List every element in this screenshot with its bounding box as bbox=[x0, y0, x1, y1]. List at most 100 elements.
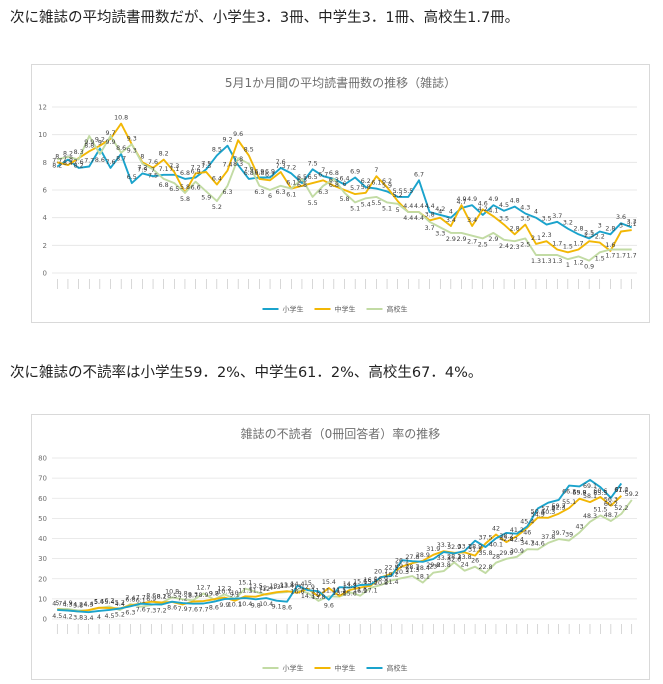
data-label: 10.1 bbox=[228, 602, 242, 609]
data-label: 32.9 bbox=[447, 544, 461, 551]
data-label: 9.8 bbox=[251, 602, 261, 609]
data-label: 1.7 bbox=[605, 252, 615, 259]
data-label: 1.3 bbox=[552, 258, 562, 265]
data-label: 12.4 bbox=[259, 585, 273, 592]
data-label: 4.7 bbox=[52, 601, 62, 608]
data-label: 9.1 bbox=[230, 592, 240, 599]
y-tick-label: 40 bbox=[38, 535, 47, 543]
data-label: 8.2 bbox=[63, 151, 73, 158]
data-label: 4.5 bbox=[52, 613, 62, 620]
data-label: 32.6 bbox=[447, 556, 461, 563]
data-label: 1.5 bbox=[595, 255, 605, 262]
data-label: 7.1 bbox=[159, 166, 169, 173]
data-label: 9.9 bbox=[105, 139, 115, 146]
data-label: 5.1 bbox=[382, 205, 392, 212]
data-label: 33.7 bbox=[437, 542, 451, 549]
data-label: 4.3 bbox=[520, 205, 530, 212]
data-label: 15.8 bbox=[332, 590, 346, 597]
data-label: 5.9 bbox=[201, 194, 211, 201]
y-tick-label: 8 bbox=[43, 159, 47, 167]
data-label: 5.2 bbox=[115, 612, 125, 619]
data-label: 20.8 bbox=[374, 580, 388, 587]
data-label: 1 bbox=[566, 262, 570, 269]
data-label: 8.3 bbox=[74, 149, 84, 156]
data-label: 8.2 bbox=[159, 151, 169, 158]
data-label: 1.2 bbox=[573, 259, 583, 266]
data-label: 6.3 bbox=[318, 189, 328, 196]
data-label: 3 bbox=[598, 223, 602, 230]
data-label: 56.3 bbox=[604, 497, 618, 504]
legend-label: 中学生 bbox=[335, 305, 356, 314]
data-label: 7.9 bbox=[178, 606, 188, 613]
data-label: 20.7 bbox=[374, 568, 388, 575]
data-label: 5.1 bbox=[350, 205, 360, 212]
data-label: 6.8 bbox=[329, 182, 339, 189]
data-label: 10.8 bbox=[114, 115, 128, 122]
data-label: 1.7 bbox=[552, 240, 562, 247]
data-label: 15.5 bbox=[364, 579, 378, 586]
data-label: 7.6 bbox=[188, 607, 198, 614]
data-label: 29.2 bbox=[395, 563, 409, 570]
data-label: 1.5 bbox=[563, 243, 573, 250]
data-label: 4.4 bbox=[403, 215, 413, 222]
data-label: 5.4 bbox=[94, 599, 104, 606]
data-label: 9 bbox=[316, 592, 320, 599]
data-label: 6.3 bbox=[276, 189, 286, 196]
data-label: 4.2 bbox=[478, 206, 488, 213]
data-label: 41.2 bbox=[510, 527, 524, 534]
data-label: 14.4 bbox=[343, 581, 357, 588]
data-label: 8.7 bbox=[116, 156, 126, 163]
data-label: 7.6 bbox=[148, 159, 158, 166]
data-label: 38.9 bbox=[468, 544, 482, 551]
data-label: 2.7 bbox=[467, 239, 477, 246]
data-label: 6.9 bbox=[191, 169, 201, 176]
data-label: 4.2 bbox=[435, 206, 445, 213]
data-label: 23 bbox=[429, 564, 437, 571]
data-label: 13 bbox=[293, 584, 301, 591]
data-label: 7.2 bbox=[286, 164, 296, 171]
data-label: 16.9 bbox=[374, 576, 388, 583]
data-label: 6.1 bbox=[136, 598, 146, 605]
data-label: 65.9 bbox=[573, 489, 587, 496]
data-label: 24 bbox=[461, 562, 469, 569]
data-label: 9.2 bbox=[95, 137, 105, 144]
data-label: 13.8 bbox=[280, 582, 294, 589]
data-label: 39.7 bbox=[552, 530, 566, 537]
data-label: 7.8 bbox=[63, 156, 73, 163]
series-line-3 bbox=[57, 135, 632, 262]
data-label: 12 bbox=[262, 586, 270, 593]
data-label: 4.5 bbox=[499, 202, 509, 209]
data-label: 6.9 bbox=[350, 169, 360, 176]
data-label: 21.4 bbox=[384, 579, 398, 586]
data-label: 3.4 bbox=[467, 217, 477, 224]
data-label: 7.4 bbox=[125, 595, 135, 602]
data-label: 5.4 bbox=[104, 599, 114, 606]
data-label: 6.8 bbox=[329, 170, 339, 177]
data-label: 3 bbox=[619, 223, 623, 230]
data-label: 5.2 bbox=[212, 204, 222, 211]
data-label: 13.4 bbox=[280, 583, 294, 590]
data-label: 4.5 bbox=[104, 613, 114, 620]
data-label: 35.8 bbox=[479, 550, 493, 557]
data-label: 9.3 bbox=[188, 591, 198, 598]
data-label: 46 bbox=[523, 529, 531, 536]
data-label: 8.1 bbox=[157, 594, 167, 601]
data-label: 6.8 bbox=[254, 170, 264, 177]
data-label: 7.6 bbox=[74, 159, 84, 166]
data-label: 6.4 bbox=[339, 175, 349, 182]
data-label: 2.5 bbox=[478, 241, 488, 248]
data-label: 18.1 bbox=[416, 574, 430, 581]
data-label: 4.9 bbox=[456, 196, 466, 203]
legend-label: 小学生 bbox=[283, 664, 304, 673]
data-label: 5.8 bbox=[180, 184, 190, 191]
data-label: 7.7 bbox=[198, 607, 208, 614]
data-label: 9.8 bbox=[178, 590, 188, 597]
data-label: 9.6 bbox=[324, 603, 334, 610]
data-label: 14.4 bbox=[290, 581, 304, 588]
data-label: 16.5 bbox=[364, 577, 378, 584]
data-label: 1.6 bbox=[605, 242, 615, 249]
data-label: 12.2 bbox=[217, 585, 231, 592]
data-label: 11.6 bbox=[353, 587, 367, 594]
data-label: 6.8 bbox=[180, 170, 190, 177]
